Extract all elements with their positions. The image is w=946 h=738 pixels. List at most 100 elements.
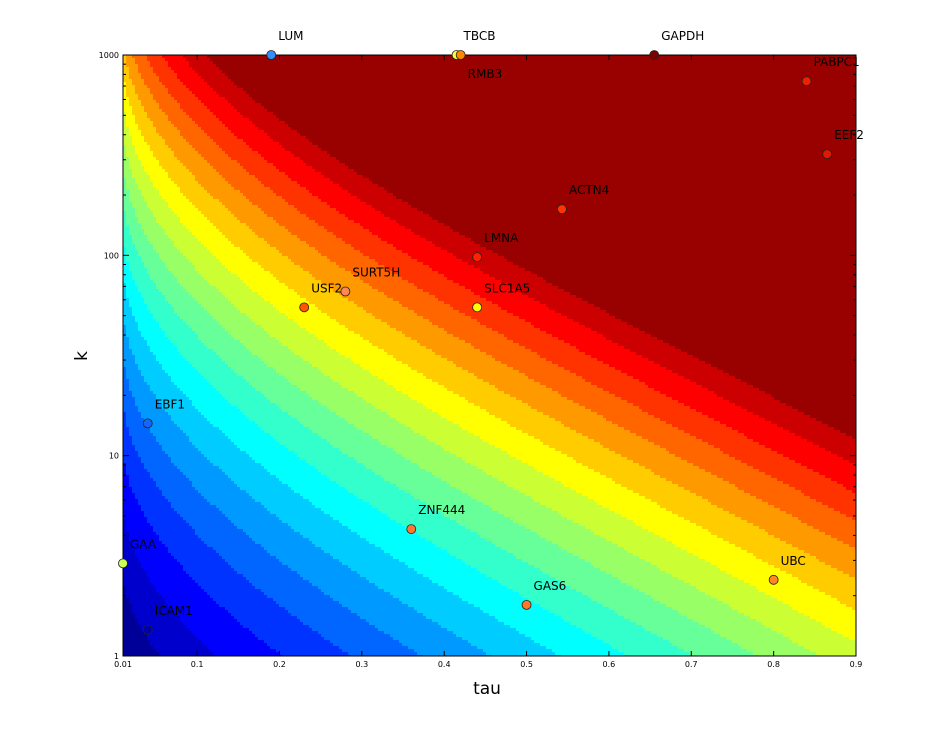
contour-cell [138,109,142,113]
contour-cell [162,598,166,602]
contour-cell [180,94,184,98]
contour-cell [126,277,130,281]
contour-cell [192,448,196,452]
contour-cell [165,430,169,434]
contour-cell [189,322,193,326]
contour-cell [180,640,184,644]
contour-cell [153,493,157,497]
contour-cell [189,544,193,548]
contour-cell [189,76,193,80]
contour-cell [123,511,127,515]
contour-cell [168,352,172,356]
contour-cell [141,64,145,68]
contour-cell [150,175,154,179]
contour-cell [138,526,142,530]
contour-cell [189,85,193,89]
contour-cell [174,313,178,317]
contour-cell [144,70,148,74]
contour-cell [174,595,178,599]
contour-cell [129,544,133,548]
contour-cell [144,646,148,650]
contour-cell [180,280,184,284]
contour-cell [123,274,127,278]
contour-cell [195,187,199,191]
contour-cell [135,436,139,440]
contour-cell [147,526,151,530]
contour-cell [189,205,193,209]
contour-cell [174,286,178,290]
contour-cell [132,121,136,125]
contour-cell [183,97,187,101]
contour-cell [144,463,148,467]
contour-cell [162,259,166,263]
contour-cell [192,469,196,473]
contour-cell [138,202,142,206]
contour-cell [126,187,130,191]
contour-cell [156,286,160,290]
contour-cell [129,511,133,515]
contour-cell [156,544,160,548]
contour-cell [192,229,196,233]
contour-cell [189,208,193,212]
contour-cell [192,238,196,242]
contour-cell [129,127,133,131]
contour-cell [150,571,154,575]
contour-cell [147,448,151,452]
contour-cell [153,607,157,611]
contour-cell [147,280,151,284]
contour-cell [147,229,151,233]
contour-cell [174,232,178,236]
contour-cell [162,397,166,401]
contour-cell [153,433,157,437]
contour-cell [171,469,175,473]
contour-cell [138,628,142,632]
contour-cell [147,316,151,320]
contour-cell [135,490,139,494]
contour-cell [159,85,163,89]
contour-cell [156,160,160,164]
contour-cell [183,493,187,497]
contour-cell [132,643,136,647]
contour-cell [150,538,154,542]
contour-cell [129,271,133,275]
contour-cell [123,268,127,272]
contour-cell [132,322,136,326]
contour-cell [126,436,130,440]
contour-cell [153,73,157,77]
contour-cell [192,208,196,212]
contour-cell [132,208,136,212]
contour-cell [168,637,172,641]
contour-cell [159,142,163,146]
contour-cell [165,223,169,227]
contour-cell [132,331,136,335]
contour-cell [153,532,157,536]
contour-cell [138,505,142,509]
contour-cell [159,271,163,275]
contour-cell [189,118,193,122]
contour-cell [129,580,133,584]
contour-cell [123,553,127,557]
contour-cell [126,328,130,332]
contour-cell [195,355,199,359]
contour-cell [168,592,172,596]
contour-cell [129,433,133,437]
contour-cell [147,187,151,191]
contour-cell [180,556,184,560]
contour-cell [132,574,136,578]
contour-cell [180,328,184,332]
contour-cell [171,145,175,149]
contour-cell [159,466,163,470]
contour-cell [150,136,154,140]
contour-cell [126,340,130,344]
contour-cell [162,274,166,278]
contour-cell [177,325,181,329]
contour-cell [183,511,187,515]
contour-cell [177,493,181,497]
contour-cell [186,475,190,479]
contour-cell [138,340,142,344]
contour-cell [153,121,157,125]
contour-cell [195,304,199,308]
contour-cell [162,439,166,443]
contour-cell [162,508,166,512]
contour-cell [186,400,190,404]
